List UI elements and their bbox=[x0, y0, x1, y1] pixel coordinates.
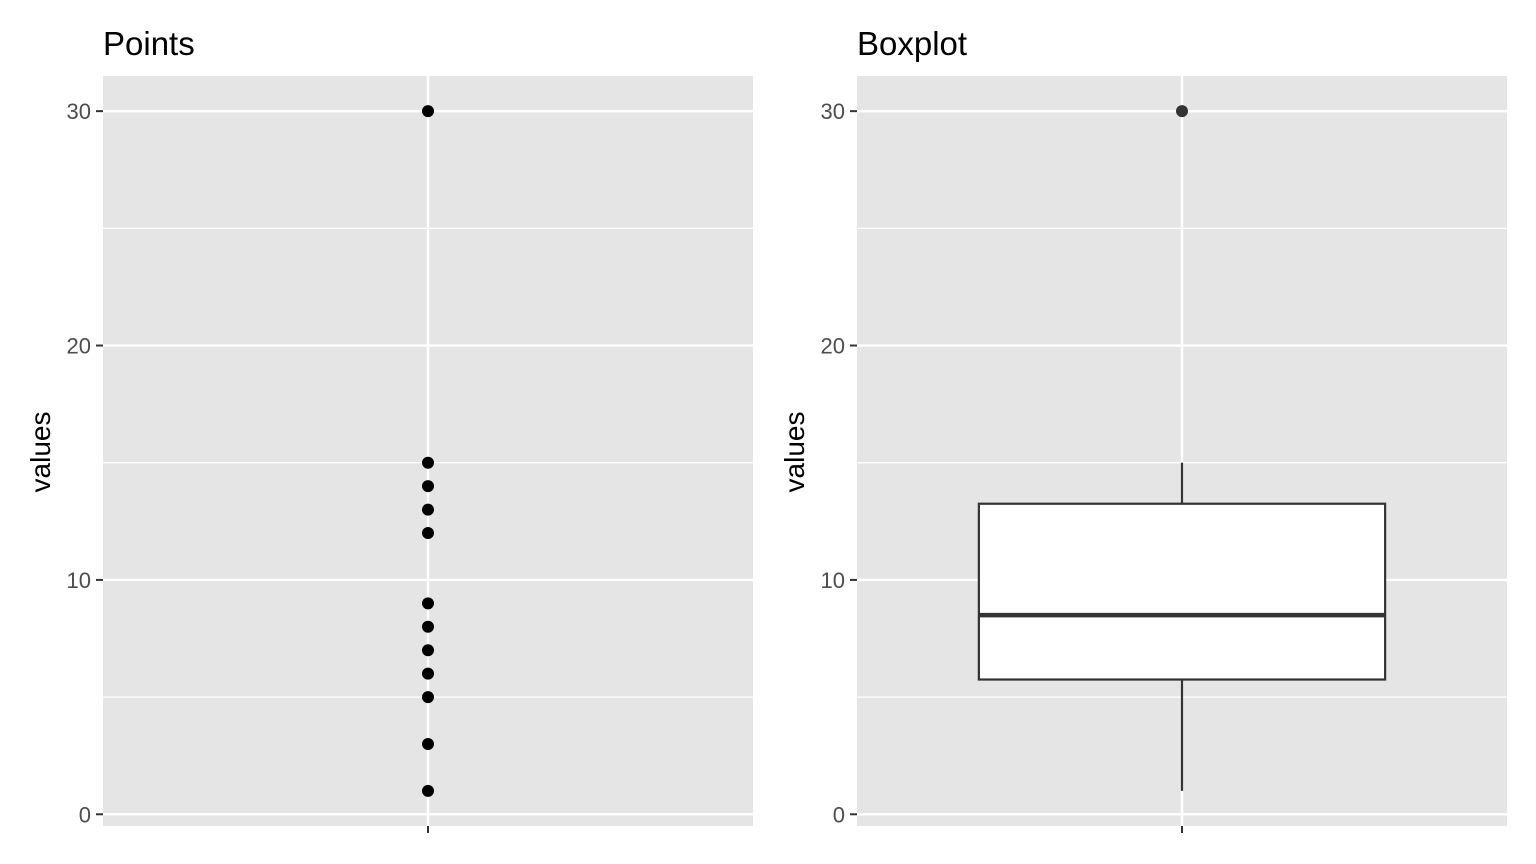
panel-title: Points bbox=[103, 25, 195, 62]
data-point bbox=[422, 667, 434, 680]
data-point bbox=[422, 480, 434, 493]
y-tick-label: 10 bbox=[67, 568, 91, 593]
y-tick-label: 20 bbox=[67, 334, 91, 359]
data-point bbox=[422, 620, 434, 633]
y-tick-label: 0 bbox=[833, 802, 845, 827]
y-tick-label: 30 bbox=[821, 99, 845, 124]
points-panel: Points 0 10 20 30 values bbox=[25, 25, 753, 833]
data-point bbox=[422, 456, 434, 469]
data-point bbox=[422, 737, 434, 750]
y-tick-label: 20 bbox=[821, 334, 845, 359]
data-point bbox=[422, 691, 434, 704]
y-axis-title: values bbox=[25, 412, 56, 493]
y-axis: 0 10 20 30 bbox=[67, 99, 103, 827]
data-marks bbox=[977, 105, 1387, 791]
data-point bbox=[422, 784, 434, 797]
y-tick-label: 30 bbox=[67, 99, 91, 124]
y-axis: 0 10 20 30 bbox=[821, 99, 857, 827]
y-axis-title: values bbox=[779, 412, 810, 493]
y-tick-label: 10 bbox=[821, 568, 845, 593]
box bbox=[977, 502, 1387, 681]
data-point bbox=[422, 527, 434, 540]
outlier-point bbox=[1176, 105, 1188, 118]
data-marks bbox=[422, 105, 434, 797]
y-tick-label: 0 bbox=[79, 802, 91, 827]
data-point bbox=[422, 597, 434, 610]
panel-title: Boxplot bbox=[857, 25, 967, 62]
boxplot-panel: Boxplot 0 10 20 30 values bbox=[779, 25, 1507, 833]
data-point bbox=[422, 105, 434, 118]
data-point bbox=[422, 503, 434, 516]
data-point bbox=[422, 644, 434, 657]
